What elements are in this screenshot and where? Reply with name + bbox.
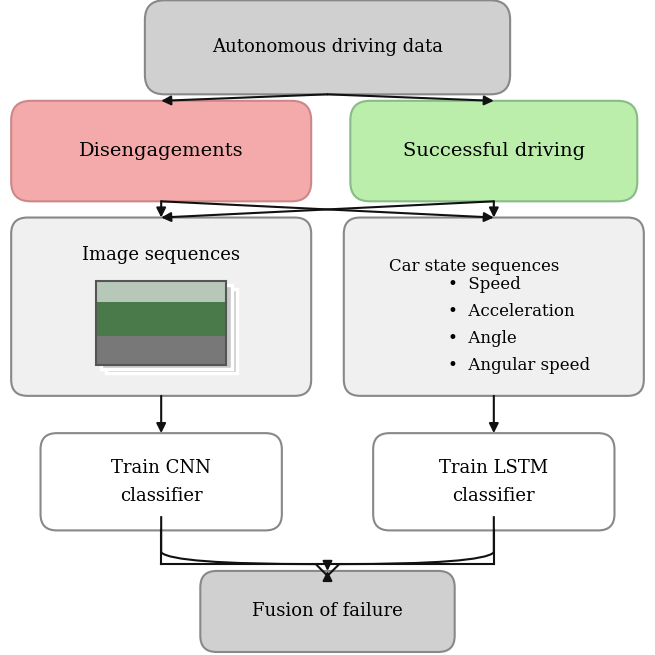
FancyBboxPatch shape [96,281,227,319]
Text: Fusion of failure: Fusion of failure [252,603,403,620]
FancyBboxPatch shape [145,0,510,94]
Text: Train LSTM
classifier: Train LSTM classifier [440,459,548,504]
FancyBboxPatch shape [373,433,614,531]
FancyBboxPatch shape [11,101,311,201]
FancyBboxPatch shape [11,217,311,396]
Text: Successful driving: Successful driving [403,142,585,160]
Text: Image sequences: Image sequences [82,246,240,264]
Text: •  Acceleration: • Acceleration [448,303,575,320]
Text: Disengagements: Disengagements [79,142,244,160]
FancyBboxPatch shape [41,433,282,531]
FancyBboxPatch shape [344,217,644,396]
Text: •  Angle: • Angle [448,330,517,347]
Text: Car state sequences: Car state sequences [389,258,559,275]
Text: Train CNN
classifier: Train CNN classifier [111,459,211,504]
FancyBboxPatch shape [350,101,637,201]
Text: •  Speed: • Speed [448,276,521,293]
FancyBboxPatch shape [101,285,232,369]
Text: Autonomous driving data: Autonomous driving data [212,39,443,56]
FancyBboxPatch shape [106,289,237,373]
FancyBboxPatch shape [96,335,227,365]
FancyBboxPatch shape [96,302,227,340]
Text: •  Angular speed: • Angular speed [448,357,590,374]
FancyBboxPatch shape [200,571,455,652]
